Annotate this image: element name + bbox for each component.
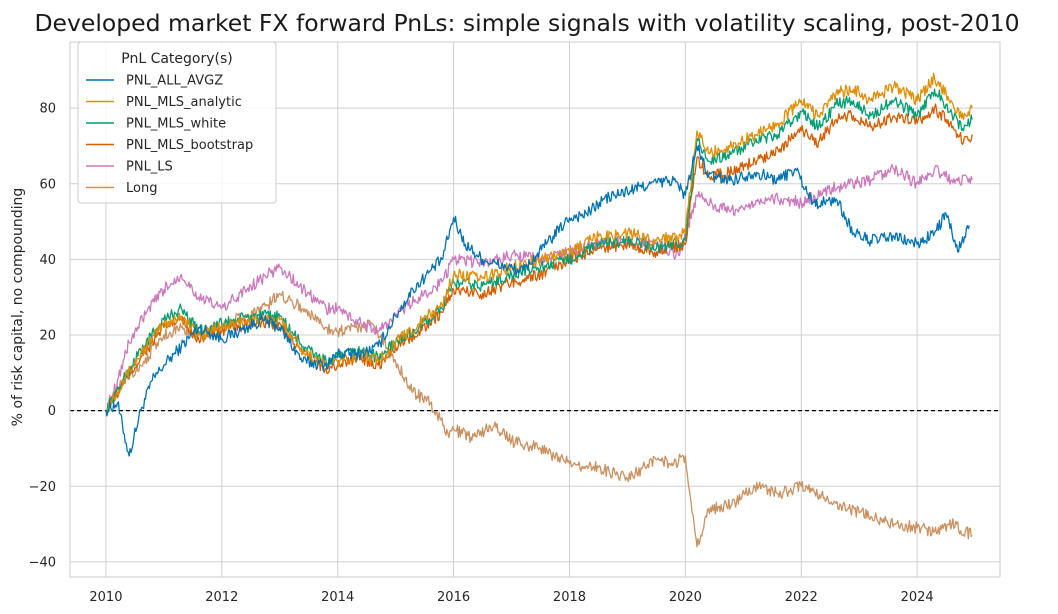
legend-label-pnl-all-avgz: PNL_ALL_AVGZ: [126, 74, 223, 89]
y-tick-label: 40: [39, 253, 56, 268]
y-axis-ticks: −40 −20 0 20 40 60 80: [29, 102, 56, 571]
x-tick-label: 2010: [89, 590, 122, 605]
legend-label-pnl-mls-bootstrap: PNL_MLS_bootstrap: [126, 138, 253, 153]
legend-box: [77, 41, 277, 204]
legend-title: PnL Category(s): [121, 51, 233, 67]
y-tick-label: 20: [39, 329, 56, 344]
plot-frame: [69, 41, 1001, 578]
legend-label-pnl-mls-analytic: PNL_MLS_analytic: [126, 95, 242, 110]
series-layer: [105, 72, 973, 548]
x-tick-label: 2018: [553, 590, 586, 605]
y-tick-label: −40: [29, 555, 56, 570]
series-line-pnl-all-avgz: [105, 144, 970, 457]
y-tick-label: 0: [48, 404, 56, 419]
x-tick-label: 2012: [205, 590, 238, 605]
legend-label-pnl-mls-white: PNL_MLS_white: [126, 117, 226, 132]
series-line-pnl-mls-analytic: [105, 72, 973, 416]
series-line-pnl-mls-bootstrap: [105, 103, 973, 416]
y-tick-label: 60: [39, 177, 56, 192]
x-tick-label: 2014: [321, 590, 354, 605]
x-axis-ticks: 2010 2012 2014 2016 2018 2020 2022 2024: [89, 590, 933, 605]
x-tick-label: 2024: [901, 590, 934, 605]
y-tick-label: 80: [39, 102, 56, 117]
x-tick-label: 2022: [785, 590, 818, 605]
x-tick-label: 2016: [437, 590, 470, 605]
chart-title: Developed market FX forward PnLs: simple…: [34, 9, 1019, 37]
y-axis-label: % of risk capital, no compounding: [10, 188, 26, 427]
legend: PnL Category(s) PNL_ALL_AVGZ PNL_MLS_anal…: [77, 41, 277, 204]
y-tick-label: −20: [29, 480, 56, 495]
x-tick-label: 2020: [669, 590, 702, 605]
legend-label-pnl-ls: PNL_LS: [126, 160, 173, 175]
legend-label-long: Long: [126, 181, 157, 196]
series-line-pnl-mls-white: [105, 88, 973, 416]
